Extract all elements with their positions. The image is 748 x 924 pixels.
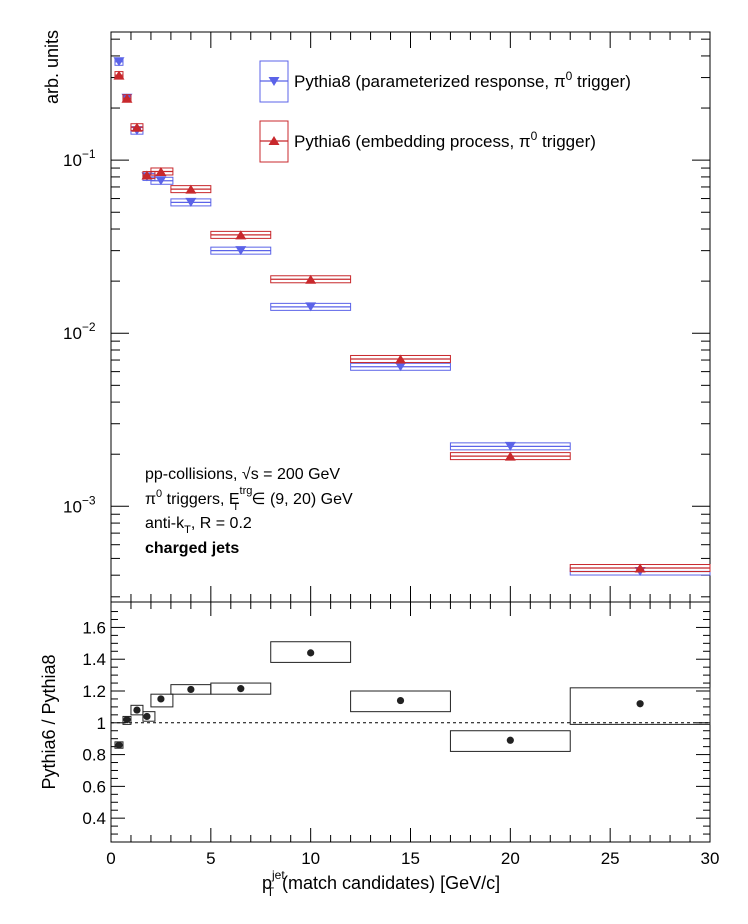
annotation-jet-type: charged jets <box>145 540 239 557</box>
top-y-axis-label: arb. units <box>42 30 62 104</box>
ratio-point <box>123 716 131 724</box>
ratio-point <box>187 685 195 694</box>
x-axis-label: pjet T (match candidates) [GeV/c] <box>262 868 500 899</box>
legend-marker-pythia6 <box>268 136 280 145</box>
ratio-point <box>115 741 123 749</box>
ratio-point <box>506 736 514 744</box>
ratio-syst-box <box>449 730 571 752</box>
ratio-y-tick-label: 0.8 <box>82 746 106 765</box>
x-tick-label: 25 <box>601 849 620 868</box>
legend-label-pythia6: Pythia6 (embedding process, π0 trigger) <box>294 129 596 151</box>
x-tick-label: 15 <box>401 849 420 868</box>
x-tick-label: 10 <box>301 849 320 868</box>
legend-entry-pythia8: Pythia8 (parameterized response, π0 trig… <box>259 60 631 103</box>
x-tick-label: 0 <box>106 849 115 868</box>
pythia6-point <box>141 170 153 180</box>
top-axis-ticks: 10−1 10−2 10−3 <box>63 32 711 602</box>
ratio-y-tick-label: 1.4 <box>82 650 106 669</box>
pythia8-point <box>504 441 516 451</box>
pythia8-point <box>113 57 125 67</box>
ratio-point <box>396 696 405 705</box>
pythia6-point <box>121 93 133 103</box>
ratio-point <box>133 706 141 714</box>
bottom-y-axis-label: Pythia6 / Pythia8 <box>39 654 59 789</box>
ratio-y-tick-label: 1.2 <box>82 682 106 701</box>
ratio-syst-box <box>569 687 711 725</box>
bottom-data-marks <box>114 641 711 752</box>
pythia8-point <box>185 197 197 207</box>
pythia6-point <box>305 274 317 284</box>
ratio-syst-box <box>270 641 352 663</box>
pythia8-point <box>235 246 247 256</box>
ratio-point <box>307 649 315 657</box>
annotation-triggers: π0 triggers, Etrg T ∈ (9, 20) GeV <box>145 485 353 513</box>
bottom-axis-ticks: 0.4 0.6 0.8 1 1.2 1.4 1.6 0 5 10 15 20 25 30 <box>82 602 719 868</box>
ratio-point <box>143 712 151 721</box>
ratio-syst-box <box>142 711 156 722</box>
ratio-point <box>237 685 245 693</box>
y-tick-label: 10−1 <box>63 147 96 170</box>
legend-label-pythia8: Pythia8 (parameterized response, π0 trig… <box>294 69 631 91</box>
legend: Pythia8 (parameterized response, π0 trig… <box>259 60 631 163</box>
pythia6-point <box>185 184 197 194</box>
ratio-y-tick-label: 1.6 <box>82 618 106 637</box>
ratio-syst-box <box>130 704 144 716</box>
pythia6-point <box>131 122 143 132</box>
pythia6-point <box>235 230 247 240</box>
ratio-syst-box <box>210 682 272 695</box>
pythia8-point <box>395 362 407 372</box>
pythia6-point <box>504 451 516 461</box>
ratio-point <box>636 700 644 708</box>
pythia6-point <box>155 166 167 176</box>
x-tick-label: 20 <box>501 849 520 868</box>
legend-entry-pythia6: Pythia6 (embedding process, π0 trigger) <box>259 120 596 163</box>
legend-marker-pythia8 <box>268 77 280 86</box>
y-tick-label: 10−3 <box>63 493 96 516</box>
bottom-panel-frame <box>110 601 711 843</box>
pythia8-point <box>305 302 317 312</box>
pythia6-point <box>395 354 407 364</box>
ratio-y-tick-label: 0.6 <box>82 777 106 796</box>
top-data-marks <box>113 57 711 577</box>
pythia8-point <box>155 176 167 186</box>
ratio-y-tick-label: 0.4 <box>82 809 106 828</box>
ratio-y-tick-label: 1 <box>97 714 106 733</box>
ratio-syst-box <box>150 693 174 708</box>
ratio-syst-box <box>350 690 451 713</box>
y-tick-label: 10−2 <box>63 320 96 343</box>
x-tick-label: 30 <box>701 849 720 868</box>
ratio-point <box>157 695 165 703</box>
annotation-collisions: pp-collisions, √s = 200 GeV <box>145 466 340 483</box>
x-tick-label: 5 <box>206 849 215 868</box>
annotation-algorithm: anti-kT, R = 0.2 <box>145 515 252 536</box>
annotation-block: pp-collisions, √s = 200 GeV π0 triggers,… <box>145 466 353 557</box>
pythia6-point <box>113 70 125 80</box>
bottom-panel: 0.4 0.6 0.8 1 1.2 1.4 1.6 0 5 10 15 20 25 30 Pythia6 … <box>39 601 719 899</box>
top-panel: 10−1 10−2 10−3 arb. units Pythia8 (paramet… <box>42 30 711 603</box>
pythia6-point <box>634 563 646 573</box>
